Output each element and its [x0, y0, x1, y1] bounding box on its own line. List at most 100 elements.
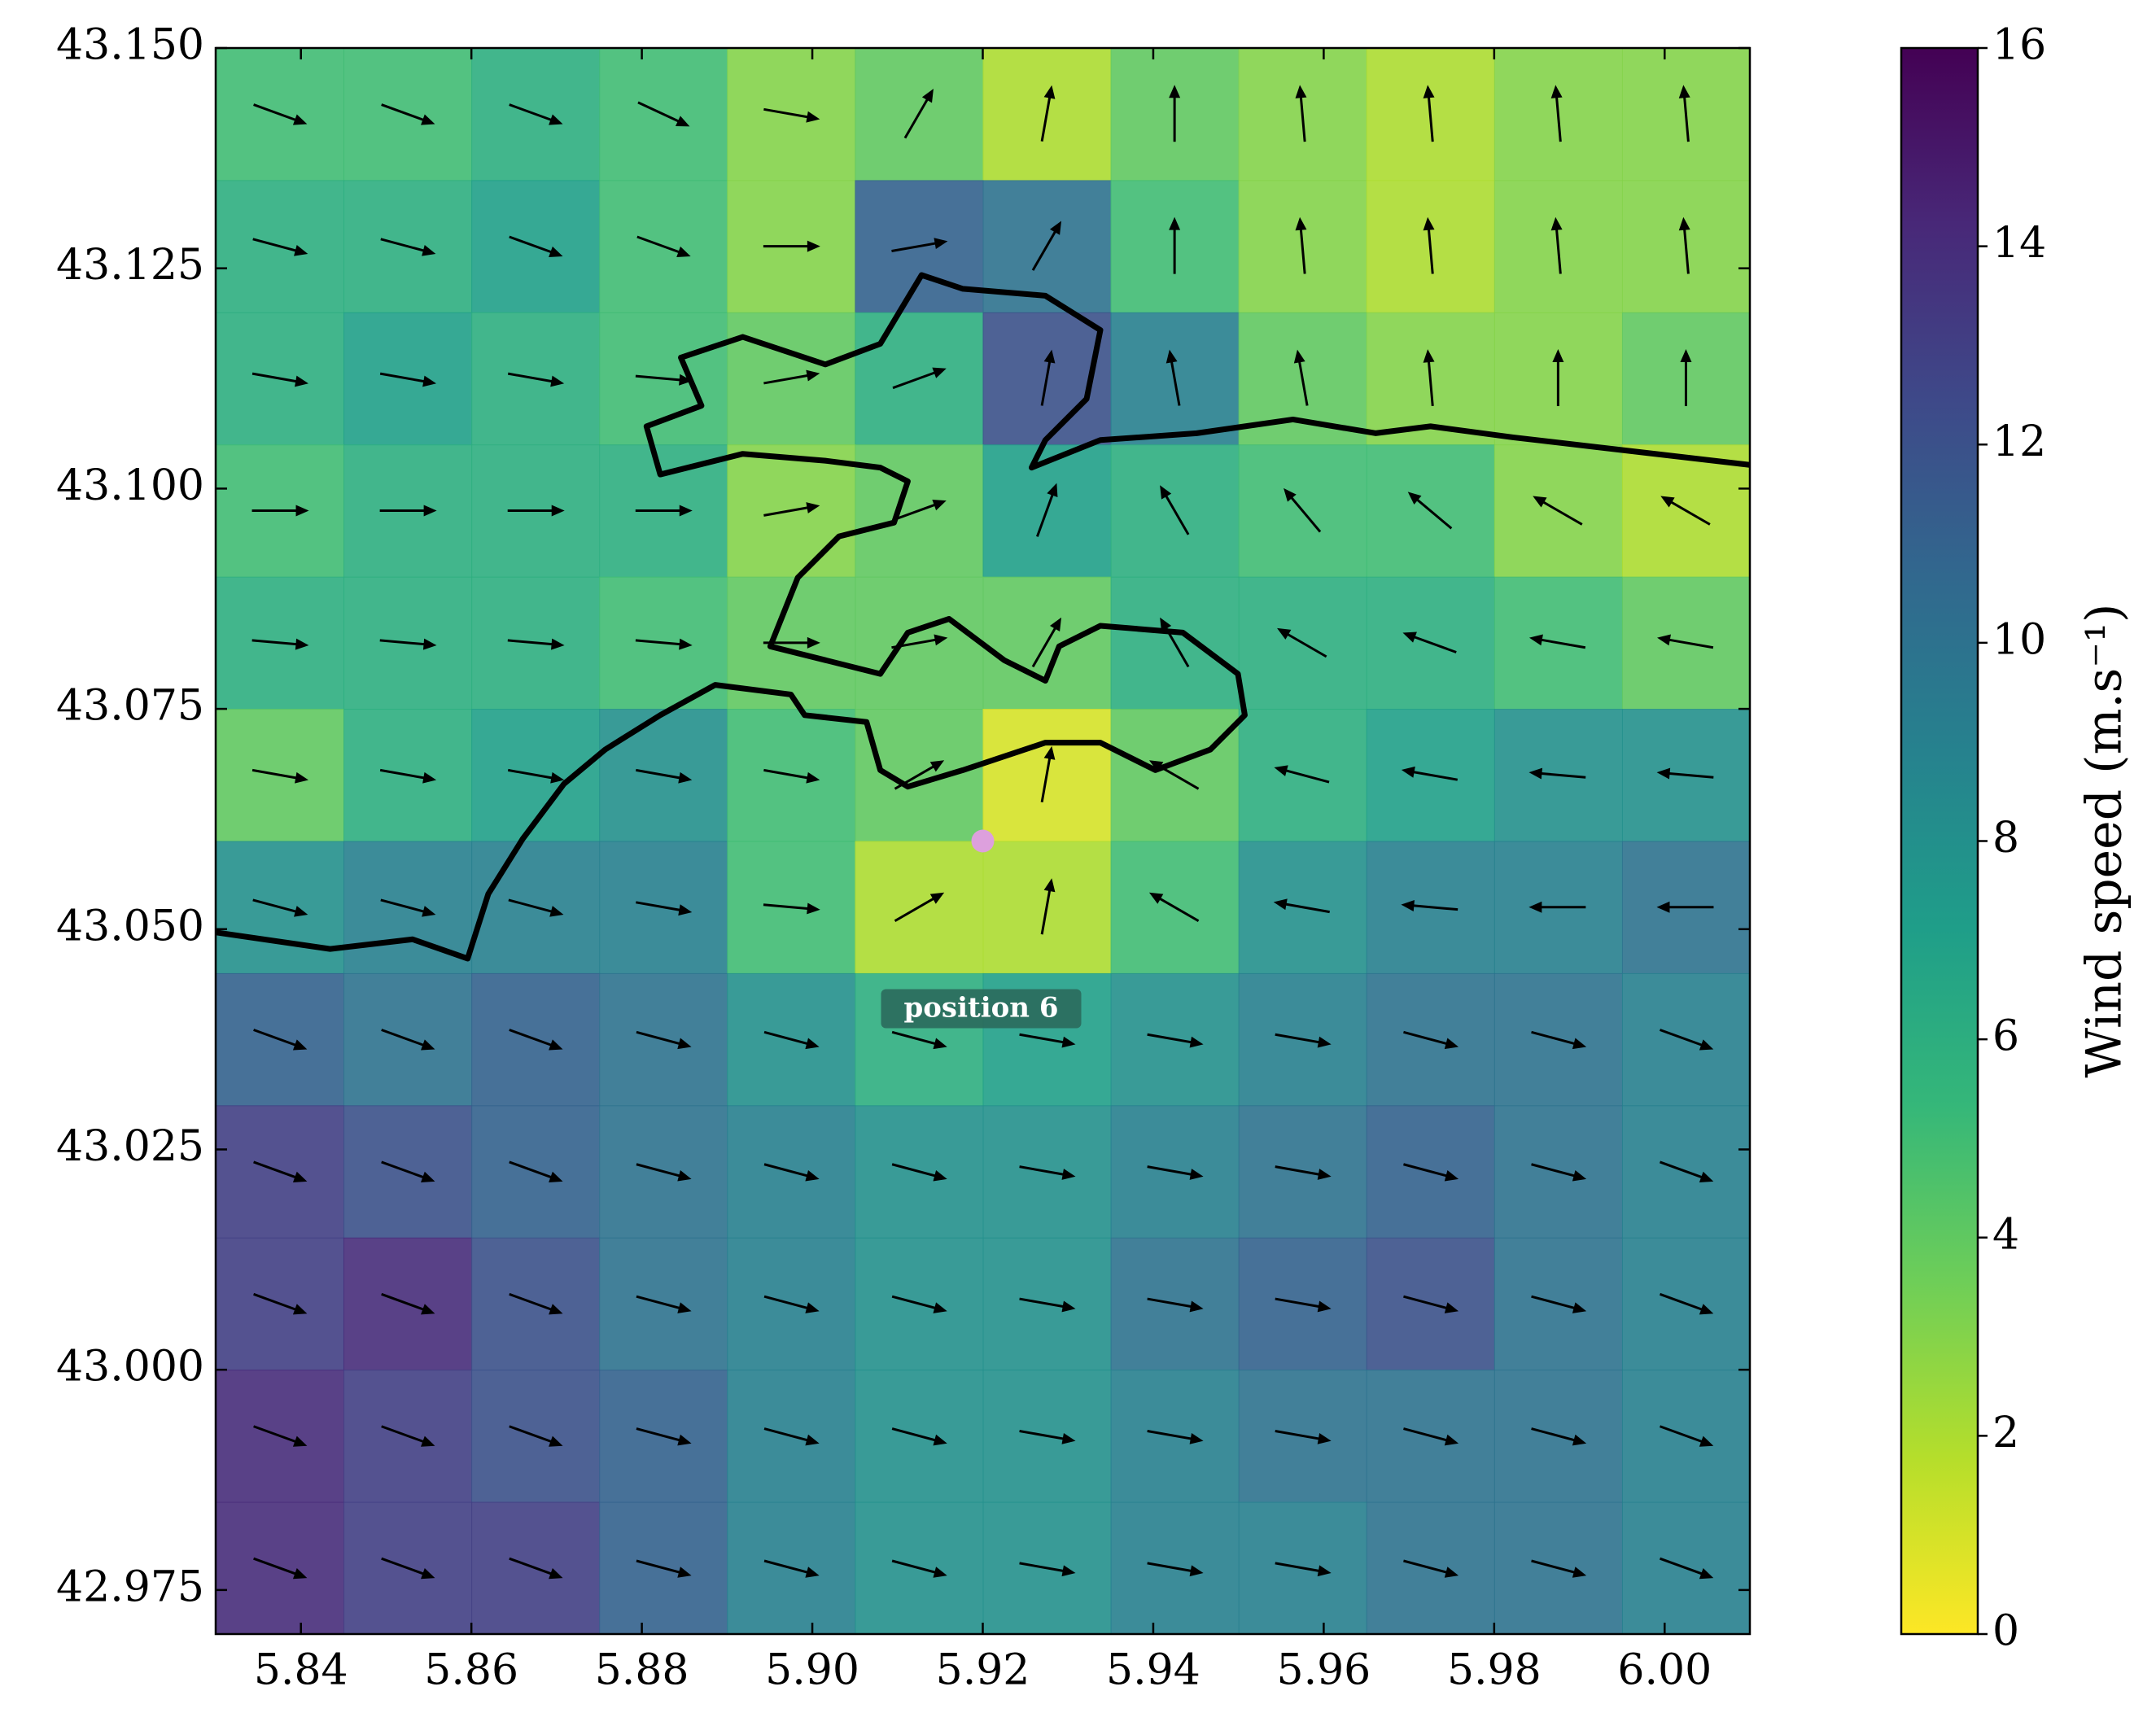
- arrow-head: [1148, 892, 1164, 904]
- arrow-shaft: [1019, 1165, 1065, 1176]
- arrow-shaft: [894, 897, 935, 923]
- wind-arrow: [763, 240, 820, 252]
- arrow-shaft: [1668, 771, 1714, 779]
- wind-arrow: [891, 1030, 947, 1050]
- arrow-shaft: [379, 372, 426, 383]
- colorbar-tick-label: 6: [1992, 1012, 2019, 1061]
- arrow-head: [1273, 898, 1288, 911]
- arrow-shaft: [1299, 96, 1306, 142]
- arrow-shaft: [1531, 1427, 1577, 1442]
- arrow-head: [1656, 767, 1671, 780]
- arrow-shaft: [1040, 96, 1052, 142]
- position-marker: [971, 829, 995, 853]
- arrow-shaft: [1040, 757, 1052, 803]
- wind-arrow: [1275, 1297, 1332, 1313]
- arrow-shaft: [891, 1427, 937, 1442]
- colorbar-tick-label: 0: [1992, 1607, 2019, 1656]
- wind-arrow: [1275, 1033, 1332, 1048]
- arrow-shaft: [1297, 361, 1309, 406]
- wind-arrow: [1019, 1165, 1076, 1180]
- arrow-shaft: [1164, 494, 1190, 535]
- wind-arrow: [891, 1295, 947, 1313]
- wind-arrow: [1550, 216, 1563, 274]
- arrow-head: [292, 114, 308, 125]
- arrow-shaft: [1031, 627, 1057, 668]
- colorbar-tick-label: 10: [1992, 615, 2046, 664]
- arrow-head: [677, 1302, 692, 1313]
- arrow-head: [806, 369, 820, 382]
- wind-arrow: [1147, 1562, 1204, 1577]
- arrow-shaft: [381, 1160, 425, 1179]
- arrow-head: [1169, 216, 1181, 230]
- arrow-shaft: [509, 1160, 553, 1179]
- wind-arrow: [1040, 745, 1056, 803]
- wind-arrow: [507, 638, 565, 650]
- arrow-shaft: [1275, 1165, 1321, 1176]
- arrow-head: [1656, 901, 1670, 913]
- y-tick-label: 42.975: [56, 1562, 204, 1611]
- wind-arrow: [1531, 1295, 1587, 1313]
- annotation-label: position 6: [903, 992, 1058, 1025]
- arrow-head: [933, 1567, 947, 1578]
- wind-arrow: [1275, 1562, 1332, 1577]
- wind-arrow: [763, 902, 820, 915]
- arrow-shaft: [1275, 1429, 1321, 1440]
- arrow-head: [1189, 1300, 1204, 1313]
- wind-arrow: [635, 374, 693, 386]
- arrow-head: [1049, 221, 1062, 235]
- arrow-head: [1444, 1169, 1459, 1182]
- arrow-shaft: [763, 768, 809, 780]
- arrow-head: [1550, 85, 1563, 98]
- wind-arrow: [1659, 1425, 1714, 1447]
- arrow-shaft: [1531, 1295, 1577, 1310]
- arrow-head: [550, 375, 565, 387]
- arrow-shaft: [1040, 889, 1052, 935]
- wind-arrow: [1550, 85, 1563, 142]
- arrow-shaft: [1683, 96, 1690, 142]
- wind-arrow: [1659, 1029, 1714, 1051]
- arrow-shaft: [763, 506, 809, 517]
- arrow-shaft: [381, 1557, 425, 1575]
- arrow-shaft: [763, 1427, 809, 1442]
- arrow-head: [1160, 617, 1172, 632]
- arrow-head: [551, 638, 565, 650]
- wind-arrow: [763, 369, 820, 385]
- arrow-head: [1317, 1432, 1332, 1444]
- wind-arrow: [1147, 1165, 1204, 1180]
- annotation-box: [881, 989, 1082, 1029]
- arrow-head: [549, 1436, 563, 1447]
- arrow-head: [421, 114, 435, 125]
- wind-arrow: [379, 638, 437, 650]
- annotation: position 6: [881, 989, 1082, 1029]
- arrow-head: [1148, 760, 1164, 772]
- arrow-shaft: [381, 103, 425, 122]
- wind-arrow: [636, 1295, 692, 1313]
- arrow-head: [1043, 878, 1056, 893]
- arrow-shaft: [1158, 897, 1200, 923]
- arrow-head: [1528, 901, 1542, 913]
- wind-arrow: [381, 1029, 435, 1051]
- arrow-head: [1165, 349, 1178, 364]
- arrow-shaft: [1412, 904, 1458, 911]
- wind-arrow: [1019, 1429, 1076, 1444]
- arrow-shaft: [636, 901, 681, 912]
- wind-arrow: [763, 1030, 820, 1050]
- wind-arrow: [1407, 492, 1453, 530]
- arrow-head: [675, 116, 690, 127]
- wind-arrow: [1402, 631, 1457, 653]
- arrow-shaft: [763, 1295, 809, 1310]
- wind-arrow: [1169, 216, 1181, 274]
- arrow-head: [292, 1039, 308, 1051]
- arrow-head: [932, 500, 947, 511]
- coastline: [216, 275, 1749, 959]
- arrow-shaft: [1555, 228, 1562, 274]
- arrow-head: [805, 1038, 820, 1050]
- arrow-shaft: [1683, 228, 1690, 274]
- x-tick-label: 5.96: [1276, 1646, 1371, 1695]
- wind-arrow: [903, 89, 934, 139]
- y-tick-label: 43.100: [56, 461, 204, 510]
- arrow-shaft: [253, 1425, 297, 1444]
- arrow-head: [1423, 349, 1435, 363]
- wind-arrow: [1148, 892, 1200, 923]
